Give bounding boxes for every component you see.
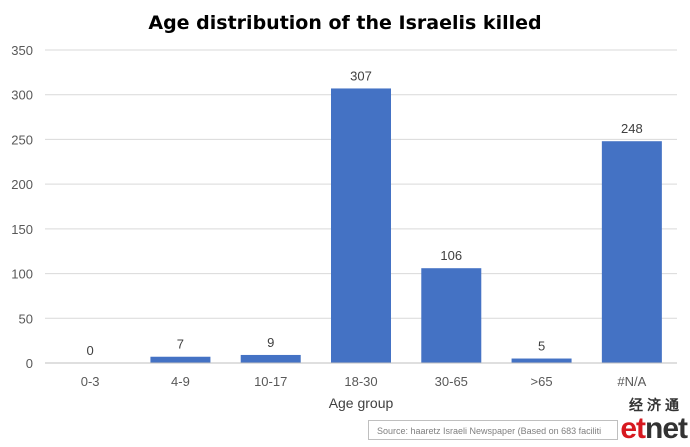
y-axis-ticks: 0 50 100 150 200 250 300 350 <box>11 43 33 371</box>
y-tick-label: 250 <box>11 132 33 147</box>
y-tick-label: 50 <box>19 311 33 326</box>
bar <box>331 88 391 363</box>
x-tick-label: #N/A <box>617 374 646 389</box>
data-label: 9 <box>267 335 274 350</box>
bars <box>150 88 662 363</box>
x-tick-label: 30-65 <box>435 374 468 389</box>
bar <box>150 356 211 363</box>
y-tick-label: 350 <box>11 43 33 58</box>
y-tick-label: 0 <box>26 356 33 371</box>
bar <box>240 354 301 363</box>
x-tick-label: 0-3 <box>81 374 100 389</box>
x-tick-label: 10-17 <box>254 374 287 389</box>
logo-wordmark-accent: et <box>620 412 646 445</box>
chart-title: Age distribution of the Israelis killed <box>148 12 541 34</box>
data-label: 248 <box>621 121 643 136</box>
data-labels: 0 7 9 307 106 5 248 <box>87 68 643 358</box>
data-label: 307 <box>350 68 372 83</box>
x-tick-label: >65 <box>531 374 553 389</box>
logo-cjk-text: 经济通 <box>629 398 683 414</box>
y-tick-label: 100 <box>11 267 33 282</box>
y-tick-label: 150 <box>11 222 33 237</box>
y-tick-label: 300 <box>11 88 33 103</box>
bar <box>511 358 572 363</box>
source-note: Source: haaretz Israeli Newspaper (Based… <box>368 420 618 440</box>
logo-wordmark: etnet <box>603 412 688 445</box>
data-label: 106 <box>440 248 462 263</box>
bar <box>601 141 662 363</box>
x-axis-ticks: 0-3 4-9 10-17 18-30 30-65 >65 #N/A <box>81 374 647 389</box>
y-tick-label: 200 <box>11 177 33 192</box>
logo-wordmark-rest: net <box>645 412 688 445</box>
x-tick-label: 4-9 <box>171 374 190 389</box>
data-label: 7 <box>177 337 184 352</box>
data-label: 0 <box>87 343 94 358</box>
x-axis-title: Age group <box>329 395 394 411</box>
data-label: 5 <box>538 339 545 354</box>
bar <box>421 268 482 363</box>
x-tick-label: 18-30 <box>344 374 377 389</box>
etnet-logo: 经济通 etnet <box>603 398 688 445</box>
